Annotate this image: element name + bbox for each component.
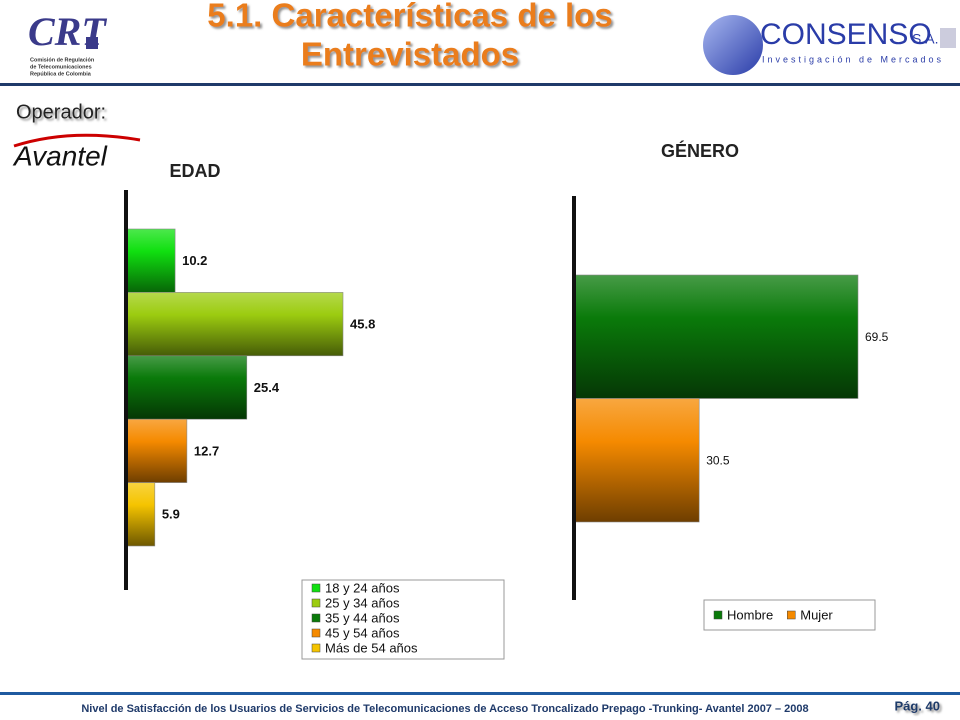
bar [126,292,344,357]
legend-label: 35 y 44 años [325,610,400,625]
value-label: 30.5 [706,453,730,467]
logo-globe [703,15,763,75]
crt-caption: República de Colombia [30,71,92,77]
avantel-text: Avantel [12,140,108,171]
legend-label: Más de 54 años [325,640,418,655]
footer-text: Nivel de Satisfacción de los Usuarios de… [81,703,808,715]
chart-title: EDAD [169,161,220,181]
bar [126,228,176,293]
legend-swatch [311,583,321,593]
chart-title: GÉNERO [661,140,739,161]
legend-swatch [311,628,321,638]
consenso-logo: CONSENSO S.A. Investigación de Mercados [703,15,956,75]
value-label: 12.7 [194,443,219,458]
value-label: 10.2 [182,253,207,268]
logo-mark [940,28,956,48]
avantel-logo: Avantel [12,133,141,171]
value-axis [124,190,128,590]
bar [126,355,248,420]
avantel-swoosh [13,133,141,148]
crt-caption: de Telecomunicaciones [30,64,92,70]
bar [126,482,156,547]
legend-swatch [311,643,321,653]
title-line: 5.1. Características de los [207,0,612,34]
title: 5.1. Características de los Entrevistado… [207,0,612,73]
legend-label: Mujer [800,607,833,622]
legend-box [301,579,505,660]
legend-swatch [311,598,321,608]
bar [574,274,859,399]
bar [126,418,188,483]
legend-swatch [787,610,796,620]
value-label: 5.9 [162,507,180,522]
value-label: 45.8 [350,317,375,332]
crt-caption: Comisión de Regulación [30,57,95,63]
legend-label: Hombre [727,607,773,622]
consenso-text: CONSENSO [760,18,932,51]
value-label: 25.4 [254,380,280,395]
value-label: 69.5 [865,330,889,344]
legend-swatch [311,613,321,623]
legend-label: 25 y 34 años [325,595,400,610]
title-line: Entrevistados [301,36,519,73]
header-rule [0,83,960,86]
consenso-suffix: S.A. [912,31,938,47]
value-axis [572,196,576,600]
crt-logo-mark [86,37,98,49]
legend-label: 45 y 54 años [325,625,400,640]
page-number: Pág. 40 [894,698,940,713]
bar [574,398,700,523]
footer-rule [0,692,960,695]
legend-label: 18 y 24 años [325,580,400,595]
consenso-caption: Investigación de Mercados [762,54,944,64]
crt-logo: CRT Comisión de Regulación de Telecomuni… [28,9,107,77]
operator-label: Operador: [16,101,106,123]
legend-swatch [713,610,723,620]
